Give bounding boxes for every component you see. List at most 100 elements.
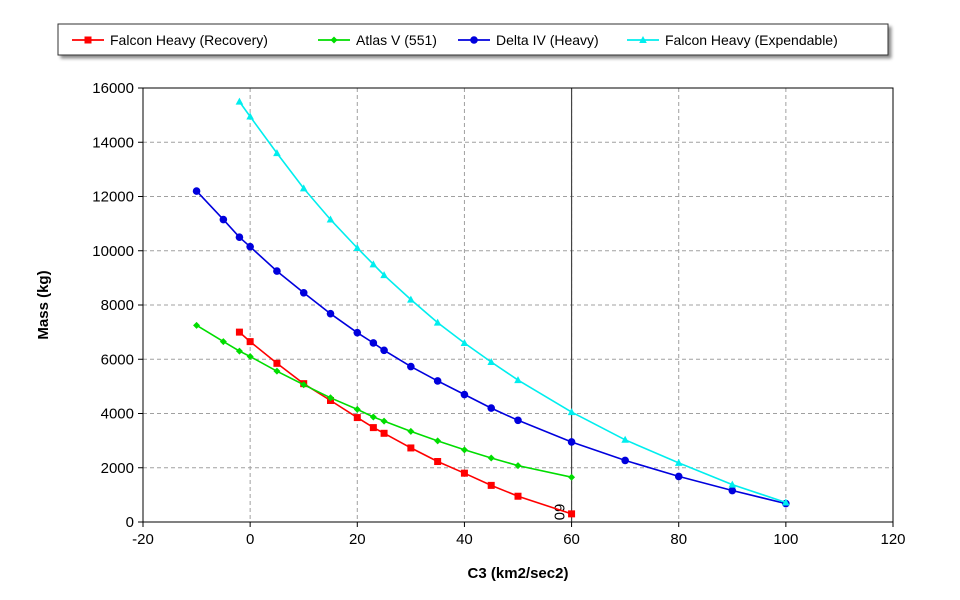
data-point [674,472,683,481]
legend-label: Falcon Heavy (Expendable) [665,32,838,48]
data-point [235,328,243,336]
data-point [434,437,442,445]
legend-swatch-marker [84,36,92,44]
series-line [238,331,572,515]
data-point [460,469,468,477]
data-point [728,486,737,495]
series-4 [235,97,790,506]
series-line [196,190,787,505]
data-point [460,446,468,454]
data-point [621,435,629,443]
data-point [246,112,254,120]
data-point [433,318,442,326]
data-point [460,338,469,346]
data-point [219,338,227,346]
y-tick-label: 8000 [101,297,134,314]
y-tick-label: 12000 [92,189,134,206]
series-2 [193,321,576,481]
data-point [235,347,243,355]
x-tick-label: 40 [456,531,473,548]
data-point [246,242,254,251]
x-tick-label: -20 [132,531,154,548]
legend-swatch-marker [470,36,478,44]
legend: Falcon Heavy (Recovery) Atlas V (551) Delt… [57,23,889,56]
x-tick-label: 60 [563,531,580,548]
legend-swatch-marker [639,36,647,43]
data-point [514,376,522,384]
data-point [369,424,377,432]
data-point [246,353,254,361]
x-axis-title: C3 (km2/sec2) [468,565,569,582]
data-point [193,321,201,329]
data-point [487,481,495,489]
y-tick-label: 2000 [101,460,134,477]
data-point [460,390,469,399]
data-point [782,498,790,506]
data-point [434,458,442,466]
series-line [238,101,787,504]
data-point [380,346,388,355]
data-point [433,377,442,385]
data-point [407,362,415,371]
legend-label: Delta IV (Heavy) [496,32,599,48]
data-point [369,413,377,421]
x-tick-label: 0 [246,531,254,548]
data-point [407,427,415,435]
y-tick-label: 10000 [92,243,134,260]
data-point [326,215,335,223]
x-tick-label: 20 [349,531,366,548]
data-point [353,405,361,413]
data-point [235,233,244,241]
data-point [299,184,308,192]
series-group [192,97,790,518]
data-point [514,416,522,425]
data-point [273,149,281,157]
data-point [353,328,362,337]
data-point [568,510,576,518]
x-tick-label: 100 [773,531,798,548]
data-point [728,480,737,488]
data-point [300,381,308,389]
legend-entry: Atlas V (551) [318,32,437,48]
y-tick-label: 0 [126,514,134,531]
data-point [487,404,496,412]
y-tick-label: 14000 [92,134,134,151]
legend-entry: Falcon Heavy (Expendable) [627,32,838,48]
data-point [353,414,361,422]
data-point [487,454,495,462]
data-point [674,458,683,466]
data-point [299,288,308,297]
y-tick-label: 4000 [101,406,134,423]
data-point [235,97,244,105]
data-point [407,295,415,303]
legend-swatch-marker [330,36,338,44]
y-tick-label: 6000 [101,351,134,368]
data-point [514,492,522,500]
data-point [567,408,576,416]
legend-entry: Delta IV (Heavy) [458,32,599,48]
y-axis-title: Mass (kg) [35,270,52,339]
data-point [567,438,576,446]
data-point [568,473,576,481]
data-point [369,260,378,268]
data-point [273,359,281,367]
data-point [369,339,378,347]
ticks: -20 0 20 40 60 80 100 1200200040006000800010000… [92,80,905,548]
data-point [326,309,335,318]
data-point [273,367,281,375]
data-point [407,444,415,452]
y-tick-label: 16000 [92,80,134,97]
data-point [192,187,201,195]
x-tick-label: 120 [880,531,905,548]
legend-label: Falcon Heavy (Recovery) [110,32,268,48]
data-point [514,462,522,470]
data-point [380,417,388,425]
data-point [353,244,362,252]
data-point [380,429,388,437]
data-point [327,394,334,402]
series-3 [192,187,790,508]
data-point [273,267,281,275]
x-tick-label: 80 [670,531,687,548]
data-point [219,215,228,224]
